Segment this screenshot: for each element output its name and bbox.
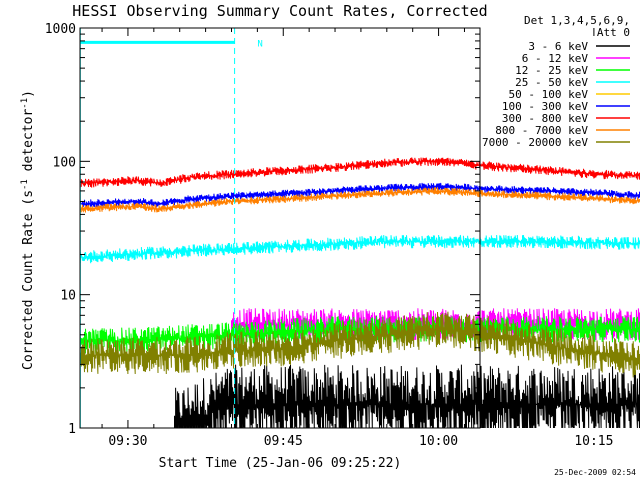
series-line-3 <box>79 315 640 354</box>
y-axis-label-sup2: -1 <box>20 98 30 109</box>
plot-timestamp: 25-Dec-2009 02:54 <box>554 468 636 477</box>
legend-header-line: Att 0 <box>597 26 630 39</box>
y-axis-label: Corrected Count Rate (s-1 detector-1) <box>20 90 36 370</box>
y-axis-label-mid: detector <box>21 109 36 180</box>
y-tick-label: 1000 <box>45 22 76 37</box>
legend-item: 300 - 800 keV <box>502 112 630 125</box>
series-7 <box>79 157 640 188</box>
chart-title: HESSI Observing Summary Count Rates, Cor… <box>72 2 487 20</box>
flag-label: N <box>257 39 262 49</box>
legend-label: 300 - 800 keV <box>502 112 588 125</box>
legend-item: 100 - 300 keV <box>502 100 630 113</box>
y-axis: 1 10 100 1000 <box>45 22 480 437</box>
series-line-4 <box>79 234 640 264</box>
plot-area <box>79 157 640 429</box>
series-line-6 <box>79 182 640 208</box>
legend-label: 50 - 100 keV <box>509 88 589 101</box>
series-line-1 <box>174 364 640 429</box>
series-9 <box>79 311 640 378</box>
x-tick-label: 09:45 <box>264 434 303 449</box>
legend-item: 3 - 6 keV <box>528 40 630 53</box>
legend-item: 25 - 50 keV <box>515 76 630 89</box>
legend-header-line: Det 1,3,4,5,6,9, <box>524 14 630 27</box>
y-tick-label: 10 <box>60 289 76 304</box>
legend-label: 6 - 12 keV <box>522 52 589 65</box>
y-tick-label: 100 <box>53 155 76 170</box>
series-8 <box>79 187 640 213</box>
legend-label: 7000 - 20000 keV <box>482 136 588 149</box>
legend-label: 800 - 7000 keV <box>495 124 588 137</box>
svg-text:Corrected Count Rate (s-1 dete: Corrected Count Rate (s-1 detector-1) <box>20 90 36 370</box>
series-1 <box>174 364 640 429</box>
y-axis-label-end: ) <box>21 90 36 98</box>
x-axis-label: Start Time (25-Jan-06 09:25:22) <box>159 456 402 471</box>
legend-label: 100 - 300 keV <box>502 100 588 113</box>
legend-item: 50 - 100 keV <box>509 88 630 101</box>
series-3 <box>79 315 640 354</box>
legend-label: 25 - 50 keV <box>515 76 588 89</box>
legend-label: 12 - 25 keV <box>515 64 588 77</box>
x-tick-label: 10:15 <box>574 434 613 449</box>
x-tick-label: 10:00 <box>419 434 458 449</box>
legend-label: 3 - 6 keV <box>528 40 588 53</box>
y-axis-label-main: Corrected Count Rate (s <box>21 190 36 370</box>
y-axis-label-sup1: -1 <box>20 179 30 190</box>
series-4 <box>79 234 640 264</box>
legend-item: 800 - 7000 keV <box>495 124 630 137</box>
y-tick-label: 1 <box>68 422 76 437</box>
x-tick-label: 09:30 <box>108 434 147 449</box>
series-line-8 <box>79 187 640 213</box>
series-line-9 <box>79 311 640 378</box>
plot-frame <box>79 27 481 429</box>
legend-item: 12 - 25 keV <box>515 64 630 77</box>
legend-item: 7000 - 20000 keV <box>482 136 630 149</box>
legend-item: 6 - 12 keV <box>522 52 630 65</box>
series-line-7 <box>79 157 640 188</box>
series-6 <box>79 182 640 208</box>
